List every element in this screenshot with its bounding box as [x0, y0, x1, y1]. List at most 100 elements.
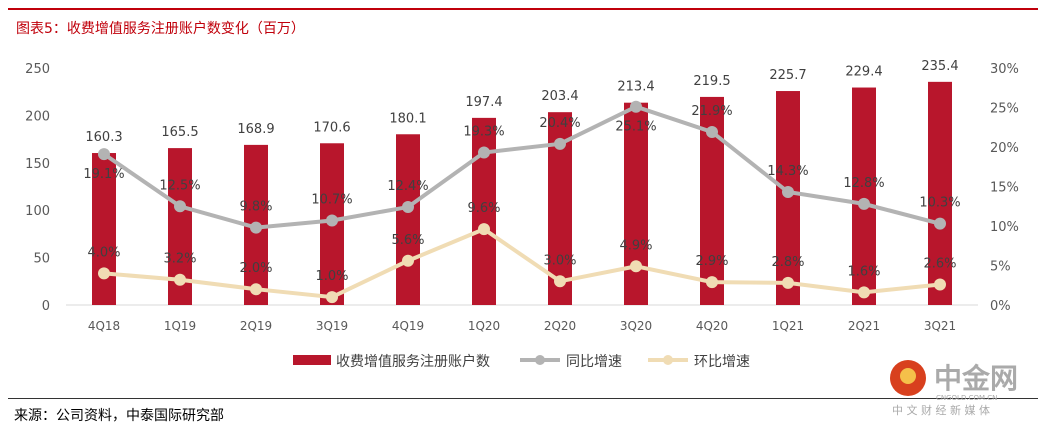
line-point	[478, 223, 490, 236]
x-tick-label: 3Q21	[924, 319, 956, 333]
x-tick-label: 1Q19	[164, 319, 196, 333]
line-data-label: 9.6%	[467, 201, 500, 216]
chart: 0 50 100 150 200 250 0% 5% 10% 15% 20% 25% 30% 4Q18 1Q…	[25, 59, 1019, 370]
line-point	[250, 283, 262, 296]
bar-data-label: 219.5	[693, 74, 730, 89]
line-point	[326, 291, 338, 304]
line-data-label: 3.2%	[163, 252, 196, 267]
line-point	[250, 221, 262, 234]
watermark-logo: 中金网 CNGOLD.COM.CN 中 文 财 经 新 媒 体	[890, 360, 1018, 417]
line-point	[402, 254, 414, 267]
left-tick-label: 200	[25, 109, 50, 124]
bar-data-label: 235.4	[921, 59, 958, 74]
title-rule	[8, 8, 1038, 10]
line-data-label: 2.6%	[923, 256, 956, 271]
line-data-label: 10.7%	[311, 192, 352, 207]
left-tick-label: 50	[33, 252, 50, 267]
legend-label: 同比增速	[566, 354, 622, 370]
line-point	[858, 286, 870, 299]
line-point	[554, 137, 566, 150]
bar	[92, 153, 116, 305]
right-tick-label: 30%	[990, 62, 1019, 77]
line-point	[782, 276, 794, 289]
line-data-label: 19.1%	[83, 167, 124, 182]
line-series	[102, 104, 941, 230]
footer-rule	[8, 398, 1038, 399]
line-data-label: 1.0%	[315, 269, 348, 284]
bar-data-label: 160.3	[85, 130, 122, 145]
bar-data-label: 180.1	[389, 111, 426, 126]
line-data-label: 12.4%	[387, 179, 428, 194]
right-tick-label: 25%	[990, 102, 1019, 117]
left-tick-label: 0	[42, 299, 50, 314]
line-data-label: 12.8%	[843, 176, 884, 191]
line-series	[103, 226, 941, 300]
svg-text:中 文 财 经 新 媒 体: 中 文 财 经 新 媒 体	[892, 403, 990, 417]
bar-data-label: 203.4	[541, 89, 578, 104]
line-data-label: 19.3%	[463, 125, 504, 140]
line-point	[782, 186, 794, 199]
x-tick-label: 4Q19	[392, 319, 424, 333]
line-data-label: 14.3%	[767, 164, 808, 179]
line-data-label: 20.4%	[539, 116, 580, 131]
line-data-label: 1.6%	[847, 264, 880, 279]
x-tick-label: 4Q20	[696, 319, 728, 333]
line-point	[934, 217, 946, 230]
left-tick-label: 150	[25, 157, 50, 172]
x-tick-label: 1Q20	[468, 319, 500, 333]
x-tick-label: 3Q20	[620, 319, 652, 333]
line-point	[630, 100, 642, 113]
line-point	[174, 200, 186, 213]
legend-swatch-marker	[535, 355, 545, 365]
x-tick-label: 1Q21	[772, 319, 804, 333]
bar	[396, 134, 420, 305]
x-tick-label: 2Q19	[240, 319, 272, 333]
right-tick-label: 0%	[990, 299, 1011, 314]
line-data-label: 4.9%	[619, 238, 652, 253]
left-tick-label: 100	[25, 204, 50, 219]
svg-text:中金网: 中金网	[934, 362, 1018, 395]
right-tick-label: 20%	[990, 141, 1019, 156]
legend-label: 环比增速	[694, 354, 750, 370]
line-data-label: 2.0%	[239, 261, 272, 276]
line-data-label: 2.8%	[771, 255, 804, 270]
line-data-label: 25.1%	[615, 120, 656, 135]
line-point	[858, 197, 870, 210]
line-data-label: 4.0%	[87, 245, 120, 260]
line-data-label: 2.9%	[695, 254, 728, 269]
right-tick-label: 15%	[990, 181, 1019, 196]
line-data-label: 5.6%	[391, 233, 424, 248]
legend-swatch-marker	[663, 355, 673, 365]
line-point	[402, 201, 414, 214]
left-tick-label: 250	[25, 62, 50, 77]
bar-data-label: 225.7	[769, 68, 806, 83]
x-tick-label: 4Q18	[88, 319, 120, 333]
source-note: 来源：公司资料，中泰国际研究部	[14, 408, 224, 424]
line-point	[98, 148, 110, 161]
bar-data-label: 168.9	[237, 122, 274, 137]
figure-title: 图表5：收费增值服务注册账户数变化（百万）	[16, 21, 305, 37]
x-tick-label: 3Q19	[316, 319, 348, 333]
line-point	[934, 278, 946, 291]
bar	[852, 87, 876, 305]
bar-data-label: 165.5	[161, 125, 198, 140]
x-tick-label: 2Q21	[848, 319, 880, 333]
legend-label: 收费增值服务注册账户数	[336, 353, 490, 370]
line-point	[630, 260, 642, 273]
legend-swatch-bar	[293, 355, 331, 365]
bar-data-label: 229.4	[845, 65, 882, 80]
line-data-label: 9.8%	[239, 200, 272, 215]
x-tick-label: 2Q20	[544, 319, 576, 333]
line-point	[706, 276, 718, 289]
bar-data-label: 170.6	[313, 120, 350, 135]
line-data-label: 3.0%	[543, 253, 576, 268]
line-data-label: 21.9%	[691, 104, 732, 119]
bar-data-label: 213.4	[617, 80, 654, 95]
line-point	[478, 146, 490, 159]
bar	[928, 81, 952, 306]
line-point	[174, 273, 186, 286]
line-point	[326, 214, 338, 227]
line-data-label: 12.5%	[159, 178, 200, 193]
line-point	[98, 267, 110, 280]
